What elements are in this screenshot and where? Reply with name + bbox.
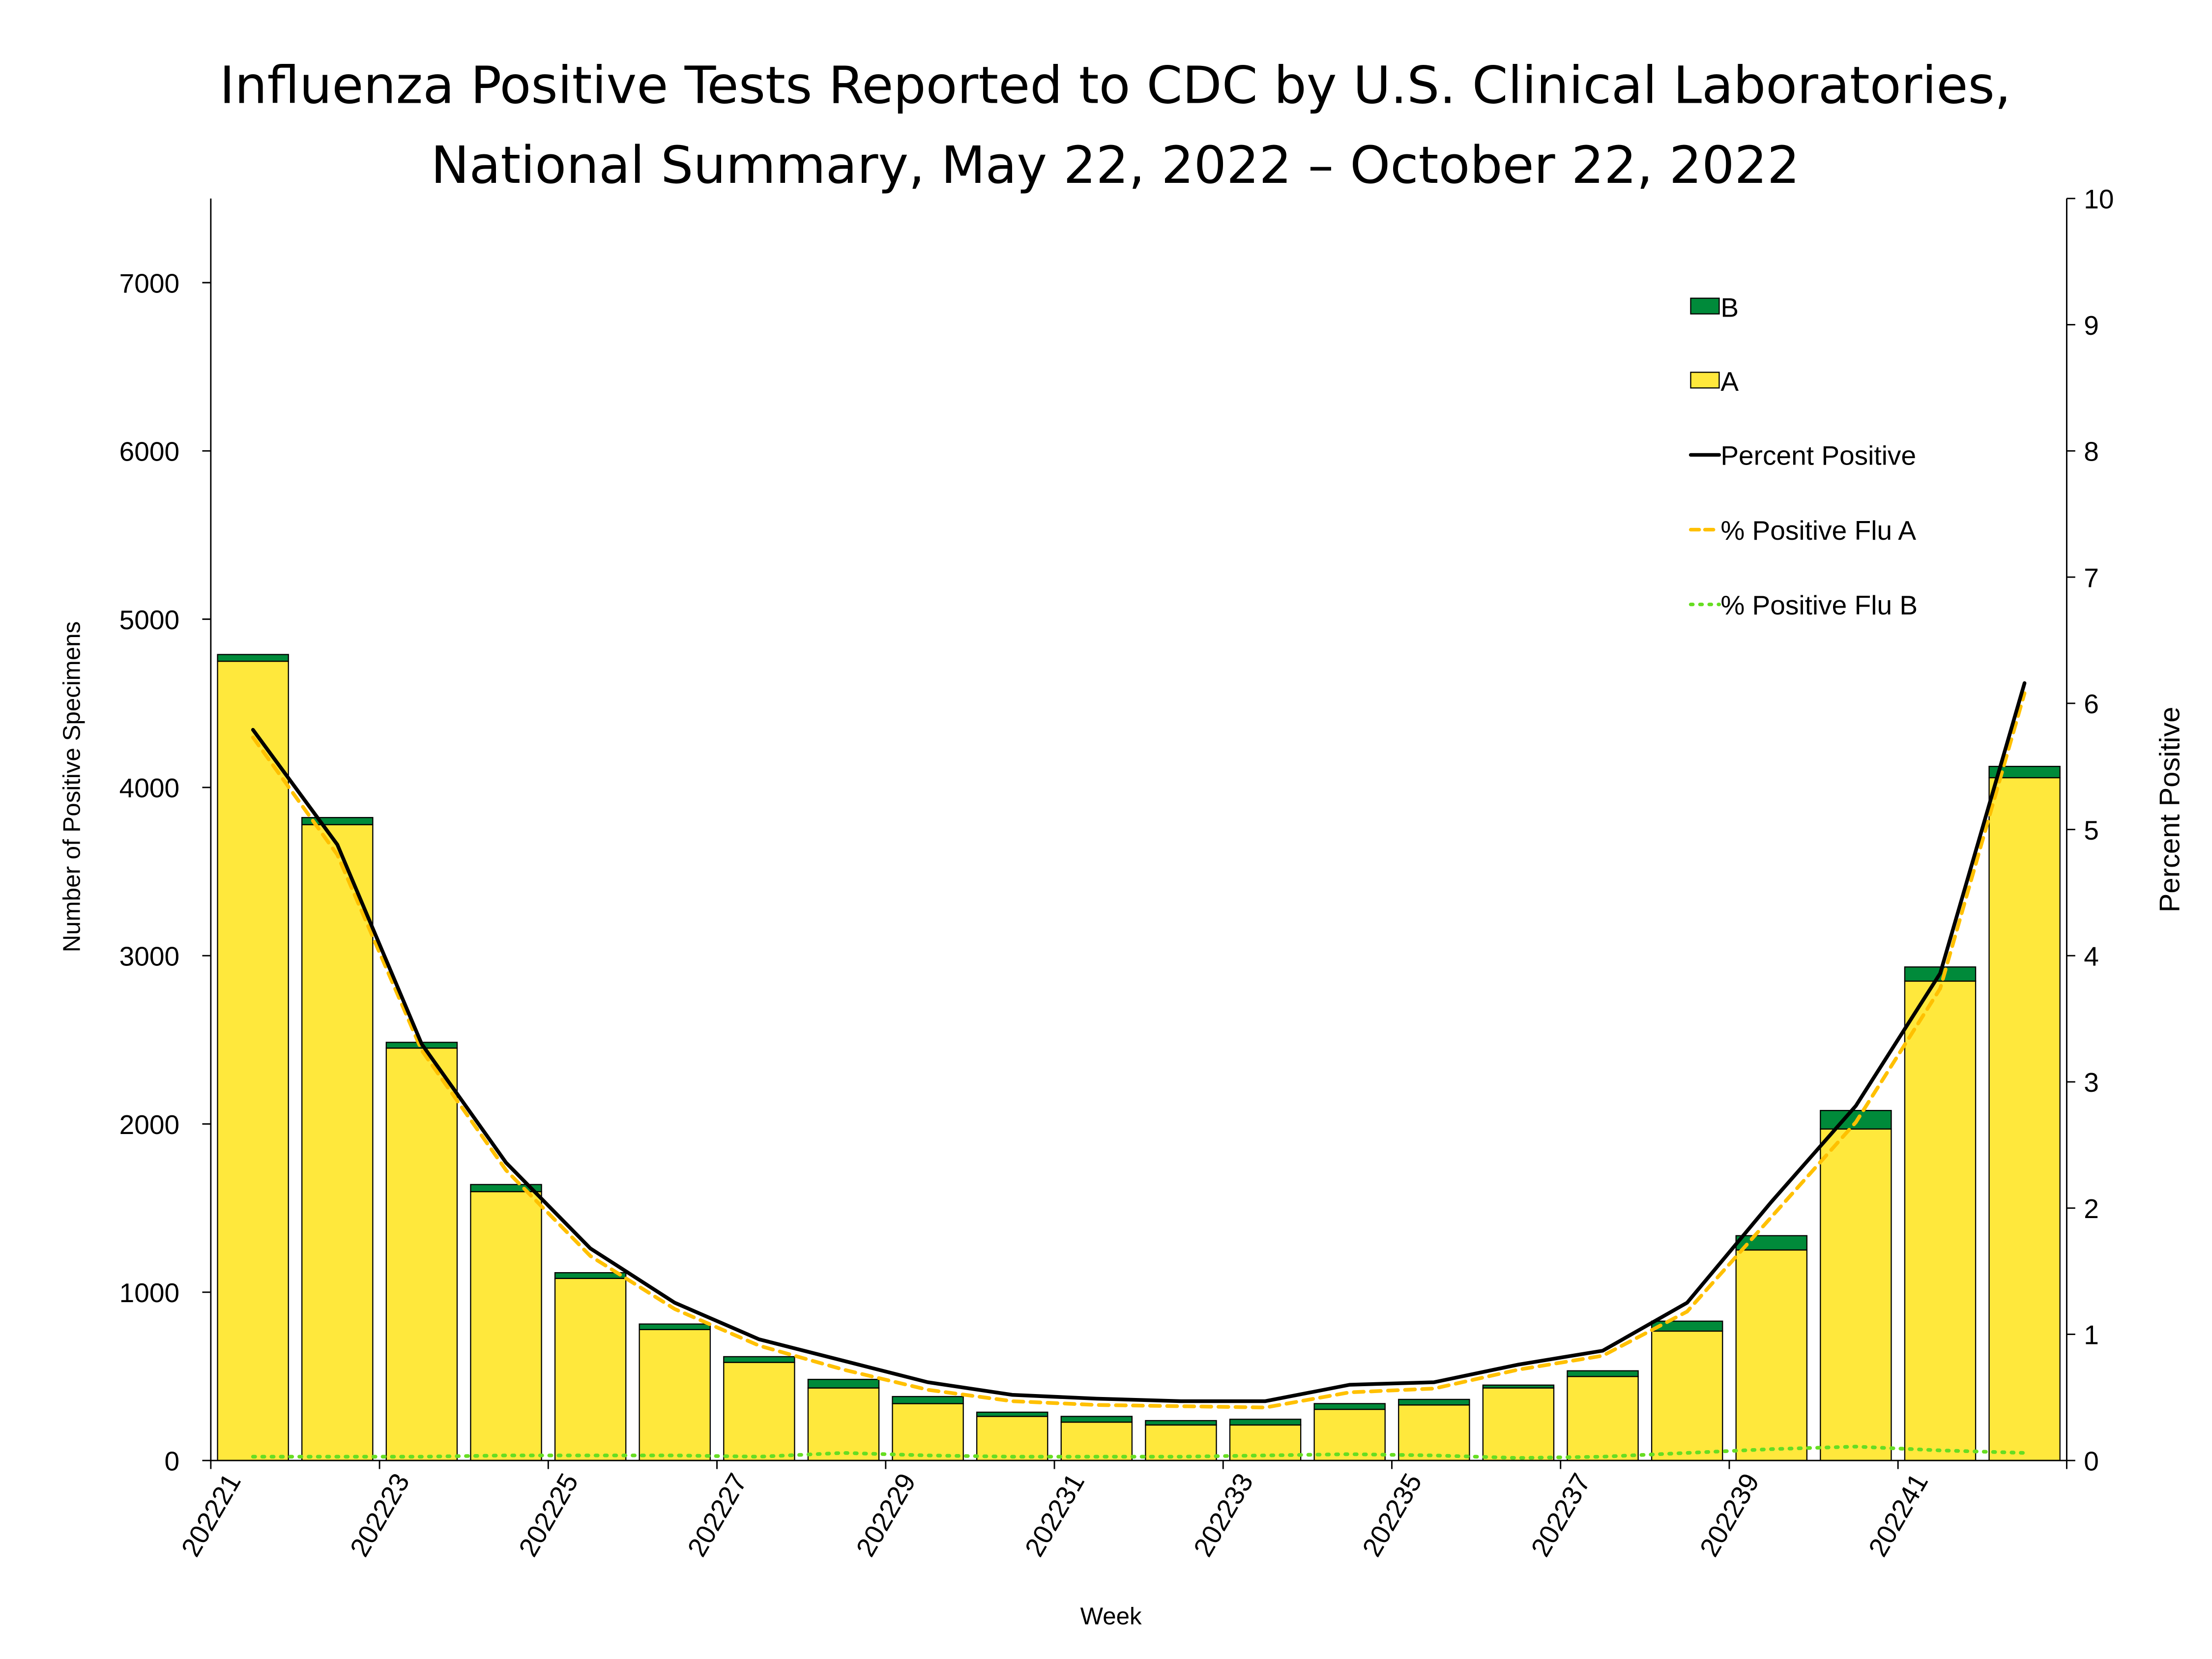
bar-a-202228 bbox=[807, 1387, 880, 1461]
bar-b-202227 bbox=[723, 1356, 795, 1363]
x-tick-label-202225: 202225 bbox=[513, 1468, 584, 1562]
y-tick-label-5000: 5000 bbox=[119, 605, 179, 635]
x-tick-label-202221: 202221 bbox=[175, 1468, 247, 1562]
line-percent-positive bbox=[251, 681, 2027, 1403]
y2-axis-label: Percent Positive bbox=[2154, 707, 2185, 913]
bar-a-202238 bbox=[1651, 1330, 1723, 1461]
bar-b-202232 bbox=[1145, 1420, 1217, 1426]
bar-a-202224 bbox=[470, 1191, 542, 1461]
y2-tick-label-0: 0 bbox=[2084, 1446, 2099, 1476]
bar-a-202242 bbox=[1988, 777, 2061, 1461]
bar-b-202229 bbox=[892, 1396, 964, 1404]
legend-label-percent-positive: Percent Positive bbox=[1720, 440, 1916, 471]
bar-a-202229 bbox=[892, 1403, 964, 1461]
x-tick-label-202229: 202229 bbox=[850, 1468, 922, 1562]
x-tick-label-202223: 202223 bbox=[344, 1468, 416, 1562]
x-tick-label-202227: 202227 bbox=[681, 1468, 753, 1562]
x-axis-label: Week bbox=[1080, 1602, 1142, 1630]
bar-b-202228 bbox=[807, 1378, 880, 1389]
bar-a-202235 bbox=[1398, 1404, 1470, 1461]
bar-b-202235 bbox=[1398, 1398, 1470, 1406]
bar-a-202225 bbox=[554, 1278, 627, 1461]
x-tick-label-202233: 202233 bbox=[1188, 1468, 1259, 1562]
bar-b-202239 bbox=[1735, 1235, 1808, 1251]
bar-b-202237 bbox=[1567, 1370, 1639, 1377]
y-tick-label-0: 0 bbox=[164, 1446, 179, 1476]
bar-a-202239 bbox=[1735, 1249, 1808, 1461]
bar-a-202226 bbox=[639, 1329, 711, 1461]
bar-b-202234 bbox=[1313, 1403, 1386, 1410]
y-tick-label-6000: 6000 bbox=[119, 437, 179, 467]
y2-tick-label-2: 2 bbox=[2084, 1193, 2099, 1224]
bar-b-202221 bbox=[217, 654, 289, 662]
lines-layer bbox=[251, 681, 2027, 1460]
y2-tick-label-9: 9 bbox=[2084, 310, 2099, 341]
y-tick-label-1000: 1000 bbox=[119, 1278, 179, 1308]
bar-a-202240 bbox=[1820, 1128, 1892, 1461]
bar-b-202226 bbox=[639, 1323, 711, 1330]
bars-layer bbox=[217, 654, 2061, 1461]
bar-b-202225 bbox=[554, 1272, 627, 1279]
bar-b-202233 bbox=[1229, 1419, 1302, 1426]
y2-tick-label-8: 8 bbox=[2084, 437, 2099, 467]
y2-tick-label-7: 7 bbox=[2084, 562, 2099, 593]
bar-a-202237 bbox=[1567, 1376, 1639, 1461]
bar-a-202241 bbox=[1904, 980, 1977, 1461]
bar-a-202227 bbox=[723, 1362, 795, 1461]
x-tick-label-202235: 202235 bbox=[1356, 1468, 1428, 1562]
legend-label-b: B bbox=[1720, 292, 1739, 322]
bar-a-202222 bbox=[301, 824, 374, 1461]
y-tick-label-7000: 7000 bbox=[119, 268, 179, 298]
bar-b-202230 bbox=[976, 1411, 1048, 1417]
bar-b-202242 bbox=[1988, 765, 2061, 779]
legend: B A Percent Positive % Positive Flu A % Posi… bbox=[1688, 292, 1918, 620]
x-tick-label-202239: 202239 bbox=[1693, 1468, 1765, 1562]
bar-a-202221 bbox=[217, 661, 289, 1461]
line--positive-flu-a bbox=[251, 691, 2027, 1410]
bar-b-202238 bbox=[1651, 1320, 1723, 1332]
legend-swatch-b bbox=[1690, 297, 1720, 315]
y2-tick-label-5: 5 bbox=[2084, 815, 2099, 845]
chart-title-line-2: National Summary, May 22, 2022 – October… bbox=[431, 135, 1800, 195]
y2-tick-label-3: 3 bbox=[2084, 1067, 2099, 1098]
y-tick-label-3000: 3000 bbox=[119, 941, 179, 972]
y-tick-label-4000: 4000 bbox=[119, 773, 179, 803]
legend-label--positive-flu-b: % Positive Flu B bbox=[1720, 590, 1918, 620]
y2-tick-label-10: 10 bbox=[2084, 184, 2114, 214]
y2-tick-label-1: 1 bbox=[2084, 1320, 2099, 1350]
y2-tick-label-4: 4 bbox=[2084, 941, 2099, 972]
bar-a-202223 bbox=[385, 1047, 458, 1461]
chart-title-line-1: Influenza Positive Tests Reported to CDC… bbox=[220, 56, 2011, 116]
legend-label--positive-flu-a: % Positive Flu A bbox=[1720, 515, 1916, 546]
legend-swatch-a bbox=[1690, 372, 1720, 389]
bar-a-202231 bbox=[1060, 1421, 1133, 1461]
legend-label-a: A bbox=[1720, 366, 1739, 397]
bar-a-202236 bbox=[1482, 1387, 1555, 1461]
x-tick-label-202241: 202241 bbox=[1863, 1468, 1934, 1562]
x-tick-label-202237: 202237 bbox=[1525, 1468, 1597, 1562]
x-tick-label-202231: 202231 bbox=[1019, 1468, 1091, 1562]
bar-b-202231 bbox=[1060, 1416, 1133, 1423]
y2-tick-label-6: 6 bbox=[2084, 689, 2099, 719]
bar-a-202230 bbox=[976, 1416, 1048, 1461]
y-tick-label-2000: 2000 bbox=[119, 1109, 179, 1140]
line--positive-flu-b bbox=[251, 1445, 2027, 1460]
y-axis-label: Number of Positive Specimens bbox=[58, 621, 85, 952]
bar-b-202236 bbox=[1482, 1384, 1555, 1389]
